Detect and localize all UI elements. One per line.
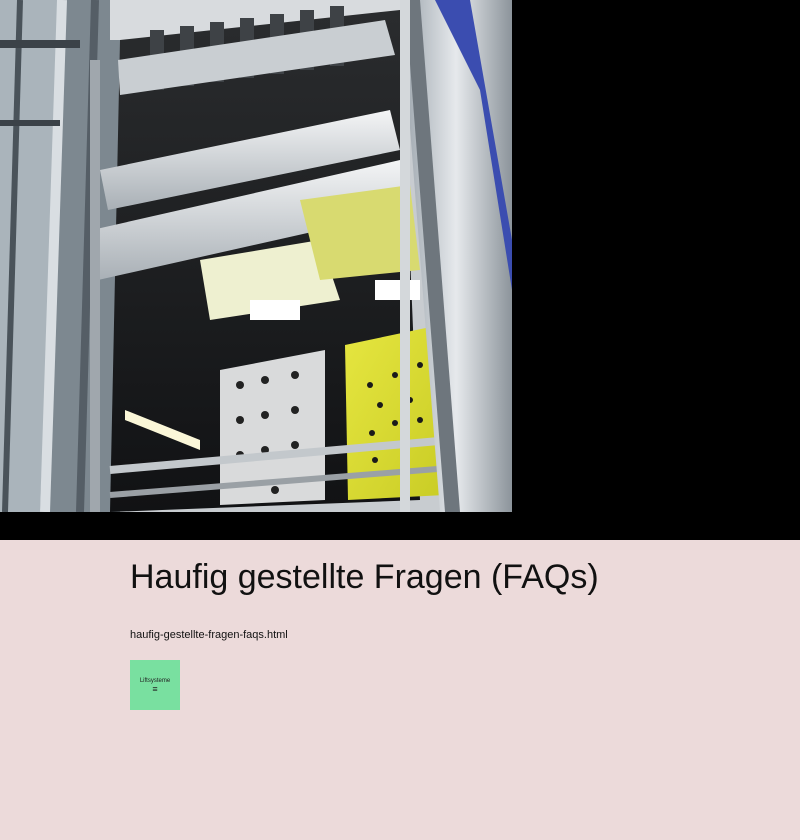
page-title: Haufig gestellte Fragen (FAQs): [130, 558, 599, 596]
faq-file-link[interactable]: haufig-gestellte-fragen-faqs.html: [130, 629, 288, 641]
elevator-photo: [0, 0, 512, 512]
liftsysteme-badge[interactable]: Liftsysteme ≡: [130, 660, 180, 710]
badge-label: Liftsysteme: [139, 677, 171, 684]
hero-banner: [0, 0, 800, 540]
menu-icon: ≡: [152, 683, 158, 694]
